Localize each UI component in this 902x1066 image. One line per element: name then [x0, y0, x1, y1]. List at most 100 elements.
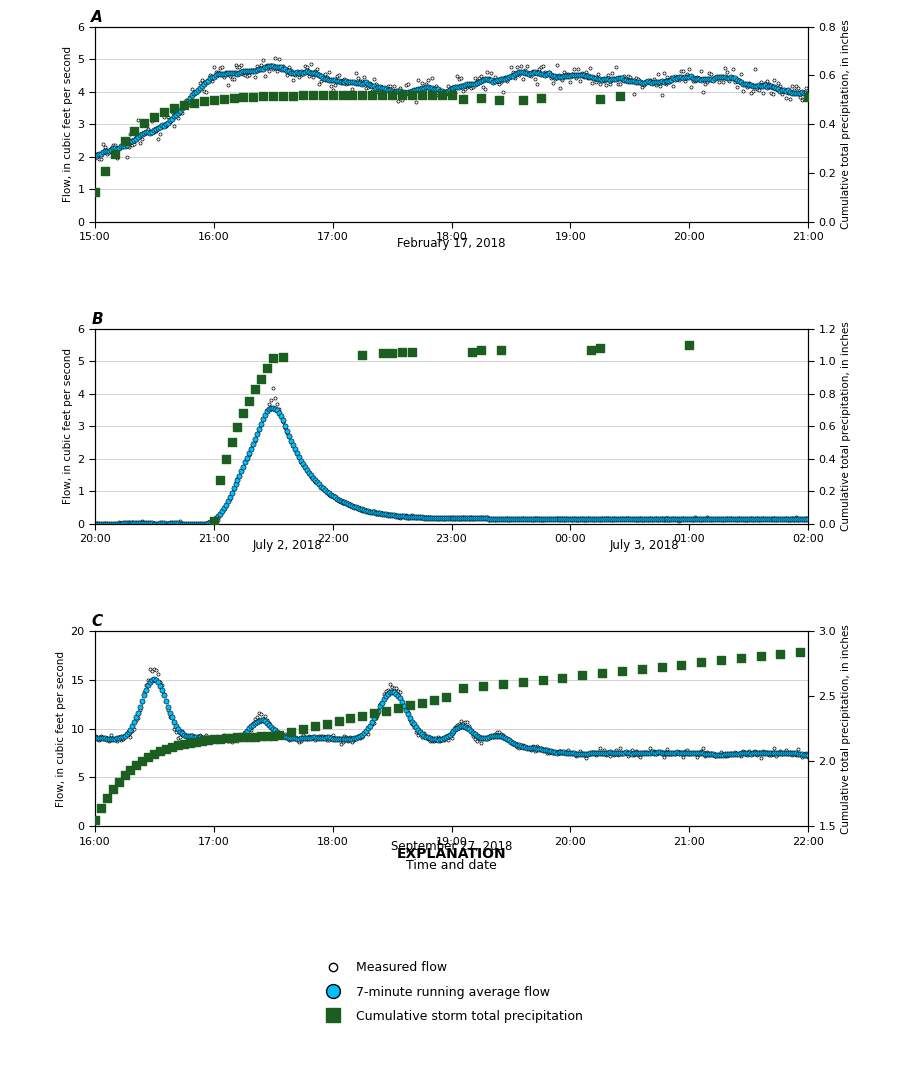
Point: [335, 86, 349, 103]
Point: [502, 69, 516, 86]
Point: [598, 77, 612, 94]
Point: [111, 729, 125, 746]
Point: [541, 63, 556, 80]
Point: [106, 136, 120, 154]
Point: [309, 729, 324, 746]
Point: [489, 727, 503, 744]
Point: [117, 728, 132, 745]
Point: [311, 475, 326, 492]
Point: [426, 510, 440, 527]
Point: [515, 737, 529, 754]
Point: [762, 78, 777, 95]
Point: [270, 59, 284, 76]
Point: [784, 746, 798, 763]
Point: [634, 511, 649, 528]
Point: [278, 725, 292, 742]
Point: [170, 515, 185, 532]
Point: [260, 59, 274, 76]
Point: [535, 742, 549, 759]
Point: [693, 745, 707, 762]
Point: [626, 72, 640, 90]
Point: [770, 81, 785, 98]
Point: [238, 66, 253, 83]
Point: [575, 510, 589, 527]
Point: [457, 511, 472, 528]
Point: [464, 723, 478, 740]
Point: [305, 68, 319, 85]
Point: [594, 71, 609, 88]
Point: [121, 724, 135, 741]
Point: [253, 416, 268, 433]
Point: [638, 511, 652, 528]
Point: [162, 515, 177, 532]
Point: [202, 66, 216, 83]
Point: [359, 502, 373, 519]
Point: [475, 510, 490, 527]
Point: [391, 688, 405, 705]
Point: [346, 729, 361, 746]
Point: [745, 512, 759, 529]
Point: [747, 61, 761, 78]
Point: [616, 744, 630, 761]
Point: [210, 63, 225, 80]
Point: [507, 511, 521, 528]
Point: [732, 511, 747, 528]
Point: [345, 498, 359, 515]
Point: [354, 726, 369, 743]
Point: [467, 76, 482, 93]
Point: [400, 704, 415, 721]
Point: [715, 74, 730, 91]
Point: [409, 510, 423, 527]
Point: [343, 710, 357, 727]
Point: [757, 77, 771, 94]
Point: [631, 744, 646, 761]
Point: [422, 508, 437, 526]
Point: [226, 480, 241, 497]
Point: [495, 511, 510, 528]
Point: [111, 140, 125, 157]
Point: [382, 506, 397, 523]
Point: [232, 64, 246, 81]
Point: [114, 515, 128, 532]
Point: [303, 64, 318, 81]
Point: [119, 726, 133, 743]
Point: [426, 732, 440, 749]
Point: [656, 511, 670, 528]
Point: [299, 730, 314, 747]
Point: [101, 143, 115, 160]
Point: [535, 741, 549, 758]
Point: [584, 743, 599, 760]
Point: [89, 731, 104, 748]
Point: [165, 515, 179, 532]
Point: [147, 515, 161, 532]
Point: [531, 65, 546, 82]
Point: [354, 707, 369, 724]
Point: [224, 485, 238, 502]
Point: [99, 730, 114, 747]
Point: [244, 440, 258, 457]
Point: [729, 71, 743, 88]
Point: [792, 745, 806, 762]
Point: [94, 800, 108, 817]
Point: [474, 734, 488, 752]
Point: [369, 505, 383, 522]
Point: [343, 497, 357, 514]
Point: [87, 147, 102, 164]
Point: [596, 742, 611, 759]
Point: [474, 67, 488, 84]
Point: [732, 66, 747, 83]
Point: [341, 75, 355, 92]
Point: [475, 510, 490, 527]
Point: [349, 729, 364, 746]
Point: [742, 745, 757, 762]
Point: [474, 508, 488, 526]
Point: [399, 77, 413, 94]
Point: [236, 726, 251, 743]
Point: [295, 455, 309, 472]
Point: [125, 132, 140, 149]
Point: [772, 510, 787, 527]
Point: [703, 70, 717, 87]
Y-axis label: Cumulative total precipitation, in inches: Cumulative total precipitation, in inche…: [840, 19, 850, 229]
Point: [687, 508, 702, 526]
Point: [513, 738, 528, 755]
